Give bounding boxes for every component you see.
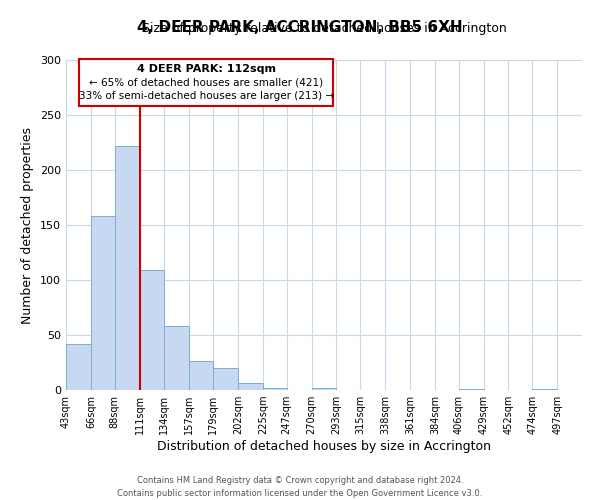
- Bar: [140, 270, 164, 390]
- Bar: [311, 388, 337, 390]
- Text: ← 65% of detached houses are smaller (421): ← 65% of detached houses are smaller (42…: [89, 78, 323, 88]
- Bar: [213, 368, 238, 390]
- Text: 4 DEER PARK: 112sqm: 4 DEER PARK: 112sqm: [137, 64, 275, 74]
- X-axis label: Distribution of detached houses by size in Accrington: Distribution of detached houses by size …: [157, 440, 491, 453]
- Bar: [532, 389, 557, 390]
- Bar: [263, 388, 287, 390]
- Bar: [238, 384, 263, 390]
- Y-axis label: Number of detached properties: Number of detached properties: [22, 126, 34, 324]
- Text: 33% of semi-detached houses are larger (213) →: 33% of semi-detached houses are larger (…: [79, 91, 334, 101]
- Bar: [458, 389, 484, 390]
- Text: 4, DEER PARK, ACCRINGTON, BB5 6XH: 4, DEER PARK, ACCRINGTON, BB5 6XH: [137, 20, 463, 35]
- Bar: [190, 362, 213, 390]
- Bar: [164, 326, 190, 390]
- Bar: [115, 146, 140, 390]
- Bar: [79, 59, 333, 106]
- Title: Size of property relative to detached houses in Accrington: Size of property relative to detached ho…: [142, 22, 506, 35]
- Bar: [91, 216, 115, 390]
- Bar: [66, 344, 91, 390]
- Text: Contains HM Land Registry data © Crown copyright and database right 2024.
Contai: Contains HM Land Registry data © Crown c…: [118, 476, 482, 498]
